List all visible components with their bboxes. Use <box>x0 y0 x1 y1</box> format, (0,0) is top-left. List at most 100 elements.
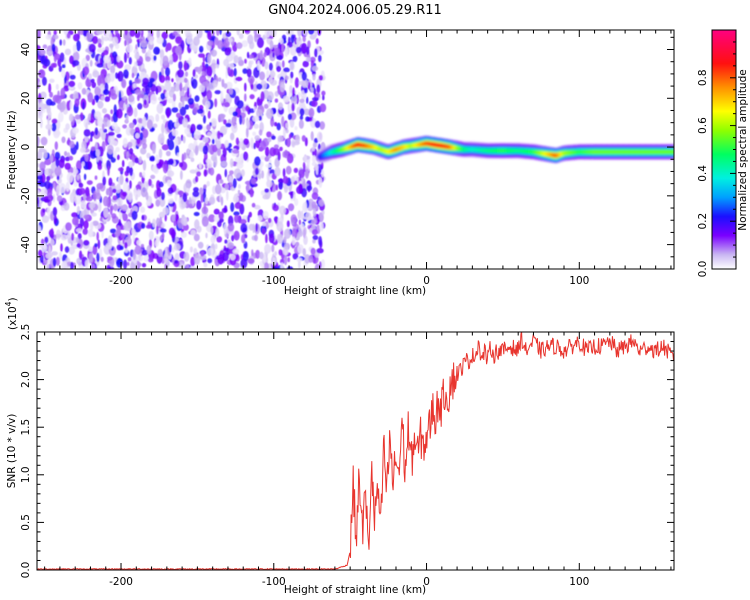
heatmap-noise-cell <box>160 92 166 100</box>
heatmap-noise-cell <box>239 114 243 125</box>
heatmap-noise-cell <box>37 224 42 234</box>
heatmap-noise-cell <box>156 103 164 114</box>
heatmap-noise-cell <box>305 212 312 221</box>
heatmap-noise-cell <box>290 176 296 183</box>
heatmap-noise-cell <box>210 235 216 244</box>
heatmap-noise-cell <box>53 215 57 225</box>
heatmap-noise-cell <box>274 122 278 127</box>
heatmap-noise-cell <box>213 215 220 222</box>
heatmap-noise-cell <box>90 146 96 151</box>
heatmap-noise-cell <box>227 66 231 75</box>
heatmap-noise-cell <box>239 192 244 202</box>
heatmap-noise-cell <box>264 188 270 193</box>
heatmap-noise-cell <box>270 117 275 127</box>
heatmap-noise-cell <box>301 135 306 142</box>
heatmap-noise-cell <box>211 59 217 70</box>
heatmap-noise-cell <box>115 146 120 153</box>
heatmap-noise-cell <box>137 93 145 99</box>
heatmap-noise-cell <box>302 161 306 169</box>
heatmap-noise-cell <box>276 65 282 72</box>
heatmap-noise-cell <box>244 30 250 33</box>
heatmap-noise-cell <box>236 161 244 169</box>
heatmap-noise-cell <box>152 123 158 129</box>
heatmap-noise-cell <box>268 30 276 37</box>
heatmap-noise-cell <box>79 250 83 261</box>
heatmap-noise-cell <box>296 257 303 262</box>
heatmap-noise-cell <box>168 227 176 236</box>
heatmap-noise-cell <box>134 52 140 60</box>
heatmap-noise-cell <box>124 52 127 63</box>
heatmap-noise-cell <box>239 138 243 143</box>
heatmap-noise-cell <box>134 89 142 95</box>
heatmap-noise-cell <box>315 38 319 45</box>
heatmap-noise-cell <box>220 160 228 168</box>
heatmap-noise-cell <box>233 211 240 216</box>
heatmap-noise-cell <box>37 136 40 147</box>
heatmap-noise-cell <box>86 180 93 186</box>
heatmap-noise-cell <box>69 192 76 204</box>
heatmap-noise-cell <box>297 210 302 220</box>
heatmap-noise-cell <box>94 243 98 248</box>
heatmap-noise-cell <box>197 66 202 75</box>
heatmap-noise-cell <box>238 33 244 40</box>
heatmap-noise-cell <box>141 116 147 128</box>
heatmap-noise-cell <box>141 263 147 268</box>
heatmap-noise-cell <box>53 182 56 190</box>
heatmap-noise-cell <box>257 173 263 179</box>
heatmap-noise-cell <box>257 60 260 71</box>
heatmap-noise-cell <box>223 119 227 125</box>
heatmap-noise-cell <box>104 82 109 92</box>
heatmap-noise-cell <box>181 153 185 164</box>
heatmap-noise-cell <box>116 60 124 69</box>
heatmap-noise-cell <box>241 116 245 125</box>
heatmap-noise-cell <box>39 200 42 210</box>
heatmap-noise-cell <box>232 111 238 117</box>
heatmap-noise-cell <box>189 246 193 253</box>
heatmap-noise-cell <box>94 175 98 180</box>
heatmap-noise-cell <box>39 118 43 129</box>
heatmap-noise-cell <box>241 106 246 112</box>
heatmap-noise-cell <box>112 195 118 201</box>
heatmap-noise-cell <box>182 136 186 144</box>
heatmap-noise-cell <box>277 191 282 201</box>
heatmap-noise-cell <box>218 113 226 119</box>
heatmap-noise-cell <box>153 55 157 61</box>
heatmap-noise-cell <box>253 204 261 210</box>
heatmap-noise-cell <box>237 184 241 189</box>
heatmap-noise-cell <box>222 147 227 158</box>
heatmap-noise-cell <box>59 52 65 63</box>
heatmap-noise-cell <box>92 36 98 44</box>
heatmap-noise-cell <box>56 184 61 196</box>
heatmap-noise-cell <box>88 43 96 53</box>
heatmap-noise-cell <box>83 173 87 180</box>
heatmap-noise-cell <box>133 107 138 118</box>
heatmap-noise-cell <box>47 253 54 258</box>
heatmap-noise-cell <box>229 170 234 175</box>
heatmap-noise-cell <box>272 148 280 156</box>
heatmap-noise-cell <box>145 224 152 229</box>
heatmap-noise-cell <box>126 165 131 174</box>
heatmap-noise-cell <box>124 242 128 249</box>
heatmap-noise-cell <box>159 235 163 242</box>
heatmap-noise-cell <box>87 161 92 170</box>
heatmap-noise-cell <box>312 155 316 164</box>
heatmap-noise-cell <box>204 197 209 205</box>
heatmap-noise-cell <box>72 44 77 53</box>
colorbar-tick-label: 0.4 <box>697 165 709 182</box>
heatmap-noise-cell <box>107 256 113 261</box>
heatmap-noise-cell <box>319 103 327 113</box>
heatmap-noise-cell <box>76 174 80 181</box>
heatmap-noise-cell <box>299 98 305 103</box>
heatmap-noise-cell <box>198 162 202 169</box>
heatmap-noise-cell <box>129 30 136 37</box>
heatmap-noise-cell <box>197 241 204 249</box>
heatmap-noise-cell <box>51 43 56 52</box>
heatmap-noise-cell <box>52 207 58 217</box>
heatmap-noise-cell <box>265 163 272 168</box>
heatmap-noise-cell <box>106 119 111 128</box>
heatmap-noise-cell <box>109 72 115 82</box>
heatmap-noise-cell <box>173 243 181 251</box>
heatmap-noise-cell <box>251 249 254 257</box>
